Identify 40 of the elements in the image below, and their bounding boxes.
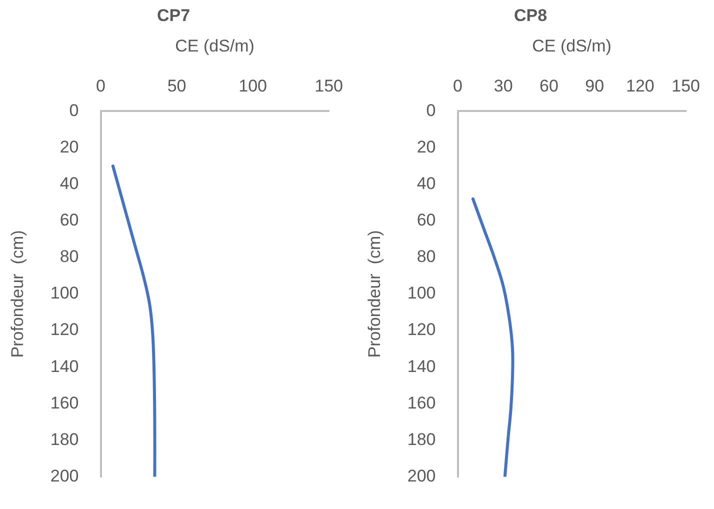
- y-tick-label: 60: [60, 210, 79, 230]
- y-tick-label: 200: [50, 466, 79, 486]
- x-tick-label: 50: [167, 76, 186, 96]
- x-axis-title: CE (dS/m): [532, 36, 612, 56]
- x-axis-title: CE (dS/m): [175, 36, 254, 56]
- y-tick-label: 120: [50, 320, 79, 340]
- x-tick-label: 150: [672, 76, 700, 96]
- x-tick-label: 90: [585, 76, 604, 96]
- y-tick-label: 80: [60, 247, 79, 266]
- x-tick-label: 0: [96, 76, 106, 96]
- y-tick-label: 0: [426, 100, 436, 120]
- y-tick-label: 40: [416, 174, 436, 194]
- line-series: [111, 164, 156, 477]
- y-tick-label: 20: [60, 137, 79, 156]
- x-tick-label: 0: [453, 76, 462, 96]
- y-tick-label: 180: [50, 430, 79, 449]
- y-tick-label: 160: [50, 393, 79, 412]
- y-axis-title: Profondeur (cm): [8, 230, 27, 358]
- x-tick-label: 30: [494, 76, 513, 96]
- y-tick-label: 0: [69, 100, 79, 120]
- y-tick-label: 160: [407, 393, 436, 412]
- x-tick-label: 150: [314, 76, 344, 96]
- y-tick-label: 100: [407, 284, 436, 303]
- y-tick-label: 100: [50, 284, 79, 303]
- y-tick-label: 40: [60, 174, 79, 194]
- chart-title: CP7: [156, 6, 190, 25]
- y-tick-label: 200: [407, 466, 436, 486]
- y-tick-label: 120: [407, 320, 436, 340]
- x-tick-label: 100: [238, 76, 267, 96]
- y-tick-label: 180: [407, 430, 436, 449]
- line-series: [471, 197, 514, 477]
- y-axis-title: Profondeur (cm): [364, 230, 384, 358]
- x-tick-label: 60: [540, 76, 558, 96]
- y-tick-label: 140: [50, 356, 79, 376]
- y-tick-label: 60: [416, 210, 436, 230]
- chart-title: CP8: [514, 6, 548, 25]
- y-tick-label: 20: [416, 137, 436, 156]
- y-tick-label: 140: [407, 356, 436, 376]
- y-tick-label: 80: [416, 247, 436, 266]
- x-tick-label: 120: [626, 76, 654, 96]
